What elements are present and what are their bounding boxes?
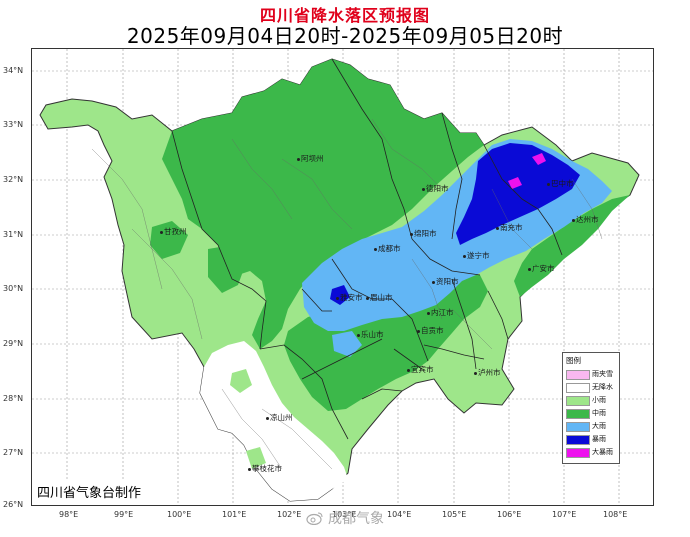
legend-swatch-extreme xyxy=(566,448,590,458)
city-label: 雅安市 xyxy=(336,292,363,303)
lat-label: 34°N xyxy=(3,66,24,75)
city-label: 攀枝花市 xyxy=(248,463,282,474)
legend-swatch-sleet xyxy=(566,370,590,380)
county-boundaries xyxy=(91,118,603,470)
lon-label: 101°E xyxy=(222,510,247,519)
producer-credit: 四川省气象台制作 xyxy=(33,480,146,503)
lat-label: 28°N xyxy=(3,394,24,403)
map-subtitle: 2025年09月04日20时-2025年09月05日20时 xyxy=(126,24,564,48)
lat-label: 29°N xyxy=(3,339,24,348)
legend-item: 大暴雨 xyxy=(566,447,618,458)
city-label: 巴中市 xyxy=(547,178,574,189)
city-label: 乐山市 xyxy=(357,329,384,340)
extreme-rain-1 xyxy=(532,153,546,165)
weibo-icon xyxy=(306,512,323,525)
legend-label: 小雨 xyxy=(592,396,606,404)
light-rain-island-1 xyxy=(230,369,252,393)
watermark-text: 成都气象 xyxy=(328,511,384,527)
heavy-rain-leshan xyxy=(332,331,362,357)
lon-label: 99°E xyxy=(114,510,134,519)
lat-label: 30°N xyxy=(3,284,24,293)
lat-label: 26°N xyxy=(3,500,24,509)
lon-label: 102°E xyxy=(277,510,302,519)
legend-label: 中雨 xyxy=(592,409,606,417)
legend-swatch-rainstorm xyxy=(566,435,590,445)
legend-label: 雨夹雪 xyxy=(592,370,613,378)
city-label: 眉山市 xyxy=(366,292,393,303)
watermark: 成都气象 xyxy=(306,508,384,528)
lat-label: 32°N xyxy=(3,175,24,184)
legend-swatch-none xyxy=(566,383,590,393)
city-label: 宜宾市 xyxy=(407,364,434,375)
extreme-rain-2 xyxy=(508,177,522,189)
city-label: 泸州市 xyxy=(474,367,501,378)
legend-swatch-heavy xyxy=(566,422,590,432)
legend-label: 无降水 xyxy=(592,383,613,391)
city-label: 遂宁市 xyxy=(463,250,490,261)
city-label: 资阳市 xyxy=(432,276,459,287)
city-label: 成都市 xyxy=(374,243,401,254)
map-title: 四川省降水落区预报图 xyxy=(259,6,430,25)
lon-label: 104°E xyxy=(387,510,412,519)
lat-label: 31°N xyxy=(3,230,24,239)
rainstorm-northeast xyxy=(456,143,580,245)
lon-label: 108°E xyxy=(603,510,628,519)
city-label: 内江市 xyxy=(427,307,454,318)
prefecture-boundaries xyxy=(171,58,563,440)
city-label: 凉山州 xyxy=(266,412,293,423)
legend-label: 暴雨 xyxy=(592,435,606,443)
lat-label: 33°N xyxy=(3,120,24,129)
legend-item: 中雨 xyxy=(566,408,618,419)
lon-label: 106°E xyxy=(497,510,522,519)
legend-item: 小雨 xyxy=(566,395,618,406)
lon-label: 100°E xyxy=(167,510,192,519)
legend-item: 暴雨 xyxy=(566,434,618,445)
precipitation-map xyxy=(31,48,654,506)
legend-title: 图例 xyxy=(566,356,581,365)
lon-label: 103°E xyxy=(332,510,357,519)
legend-item: 大雨 xyxy=(566,421,618,432)
city-label: 广安市 xyxy=(528,263,555,274)
legend-swatch-light xyxy=(566,396,590,406)
lat-label: 27°N xyxy=(3,448,24,457)
legend-label: 大暴雨 xyxy=(592,448,613,456)
city-label: 达州市 xyxy=(572,214,599,225)
lon-label: 98°E xyxy=(59,510,79,519)
city-label: 南充市 xyxy=(496,222,523,233)
city-label: 阿坝州 xyxy=(297,153,324,164)
legend-swatch-moderate xyxy=(566,409,590,419)
moderate-rain-south xyxy=(284,271,488,411)
legend-item: 雨夹雪 xyxy=(566,369,618,380)
lon-label: 105°E xyxy=(442,510,467,519)
legend-label: 大雨 xyxy=(592,422,606,430)
city-label: 甘孜州 xyxy=(160,226,187,237)
city-label: 德阳市 xyxy=(422,183,449,194)
city-label: 自贡市 xyxy=(417,325,444,336)
map-canvas xyxy=(32,49,653,505)
moderate-rain-north xyxy=(162,59,484,349)
map-legend: 图例 雨夹雪 无降水 小雨 中雨 大雨 暴雨 大暴雨 xyxy=(562,352,620,464)
legend-item: 无降水 xyxy=(566,382,618,393)
city-label: 绵阳市 xyxy=(410,228,437,239)
lon-label: 107°E xyxy=(552,510,577,519)
